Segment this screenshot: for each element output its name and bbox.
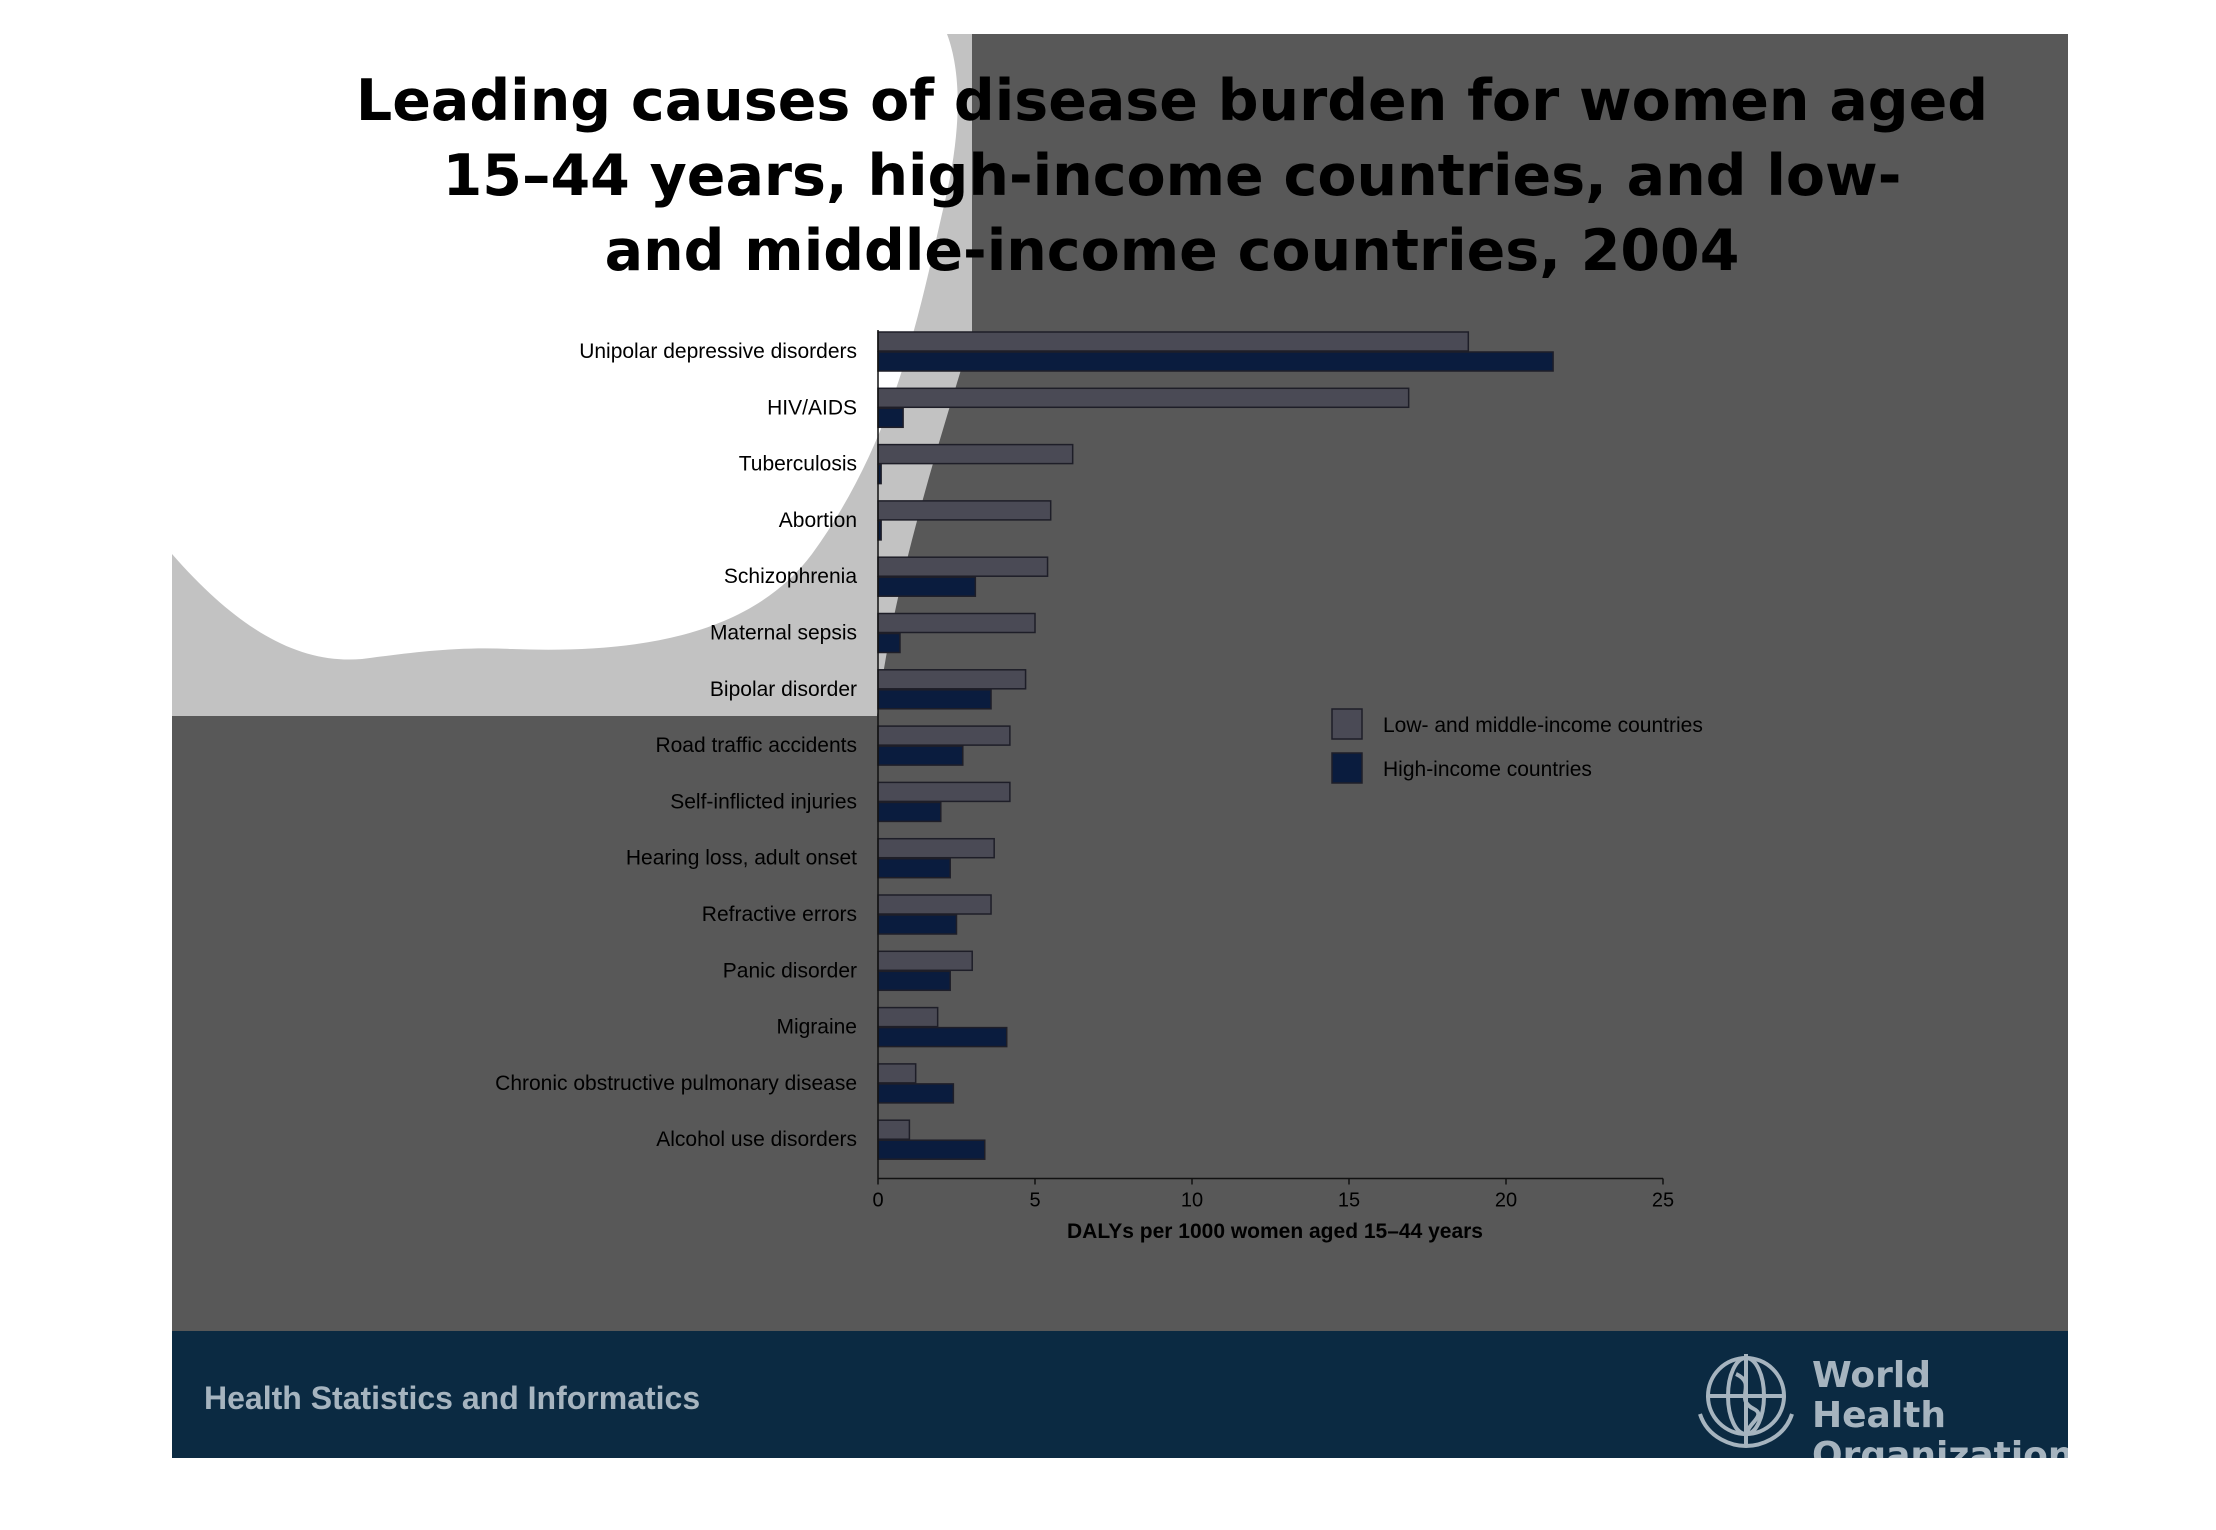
slide-panel: Leading causes of disease burden for wom… [172,34,2068,1458]
x-tick-label: 25 [1652,1190,1674,1212]
legend-swatch [1331,752,1363,784]
x-tick-label: 5 [1029,1190,1040,1212]
bar-low-middle-income [877,725,1011,746]
slide-background-graphic [172,34,2068,1331]
bar-high-income [877,970,951,992]
organization-line-2: Organization [1812,1435,2068,1459]
x-tick-label: 0 [872,1190,883,1212]
bar-low-middle-income [877,669,1027,690]
background-photo-shadow [877,34,2068,716]
title-line-3: and middle-income countries, 2004 [604,218,1740,284]
bar-high-income [877,801,942,823]
category-label: Bipolar disorder [710,678,857,701]
category-label: Schizophrenia [724,565,857,588]
legend-swatch [1331,708,1363,740]
category-label: HIV/AIDS [767,396,857,419]
x-axis-title: DALYs per 1000 women aged 15–44 years [1067,1220,1483,1243]
bar-low-middle-income [877,1119,911,1140]
category-label: Hearing loss, adult onset [626,847,857,870]
who-emblem-icon [1698,1354,1794,1448]
title-line-1: Leading causes of disease burden for wom… [355,68,1989,134]
bar-low-middle-income [877,894,992,915]
x-tick-label: 20 [1495,1190,1517,1212]
bar-low-middle-income [877,387,1410,409]
bar-low-middle-income [877,781,1011,803]
category-label: Maternal sepsis [710,622,857,645]
organization-line-1: World Health [1812,1355,1947,1436]
category-label: Refractive errors [702,903,857,926]
bar-high-income [877,857,951,879]
bar-high-income [877,914,958,935]
category-label: Self-inflicted injuries [670,790,857,813]
bar-high-income [877,1083,955,1104]
legend-label: High-income countries [1383,758,1592,781]
bar-high-income [877,576,977,597]
bar-high-income [877,632,901,654]
category-label: Tuberculosis [739,453,857,476]
title-line-2: 15–44 years, high-income countries, and … [442,143,1902,209]
bar-high-income [877,1139,986,1160]
bar-low-middle-income [877,443,1074,465]
legend-label: Low- and middle-income countries [1383,714,1703,737]
bar-low-middle-income [877,500,1052,521]
bar-low-middle-income [877,1063,917,1084]
category-label: Road traffic accidents [655,734,857,757]
category-label: Abortion [779,509,857,532]
category-label: Panic disorder [723,959,857,982]
bar-low-middle-income [877,556,1049,577]
bar-high-income [877,351,1554,372]
footer-text: Health Statistics and Informatics [204,1380,701,1416]
bar-high-income [877,1026,1008,1048]
bar-low-middle-income [877,1006,939,1028]
background-white-shape [172,34,958,660]
category-labels-layer: Unipolar depressive disorders HIV/AIDS Tub… [495,340,857,1151]
bar-low-middle-income [877,950,973,972]
slide-title: Leading causes of disease burden for wom… [252,64,2068,289]
organization-name: World Health Organization [1812,1355,2068,1459]
category-label: Alcohol use disorders [656,1128,857,1151]
x-tick-label: 10 [1181,1190,1203,1212]
bar-high-income [877,689,992,710]
legend: Low- and middle-income countries High-inc… [1331,708,1703,784]
background-dark-left [172,716,872,1331]
category-label: Chronic obstructive pulmonary disease [495,1072,857,1095]
bar-low-middle-income [877,331,1470,352]
bar-low-middle-income [877,612,1036,634]
bar-low-middle-income [877,837,995,859]
bar-high-income [877,407,904,429]
bar-high-income [877,745,964,766]
x-tick-label: 15 [1338,1190,1360,1212]
bars-layer [877,331,1554,1160]
x-axis-layer: 0 5 10 15 20 25 [872,330,1674,1212]
category-label: Migraine [776,1016,857,1039]
category-label: Unipolar depressive disorders [579,340,857,363]
